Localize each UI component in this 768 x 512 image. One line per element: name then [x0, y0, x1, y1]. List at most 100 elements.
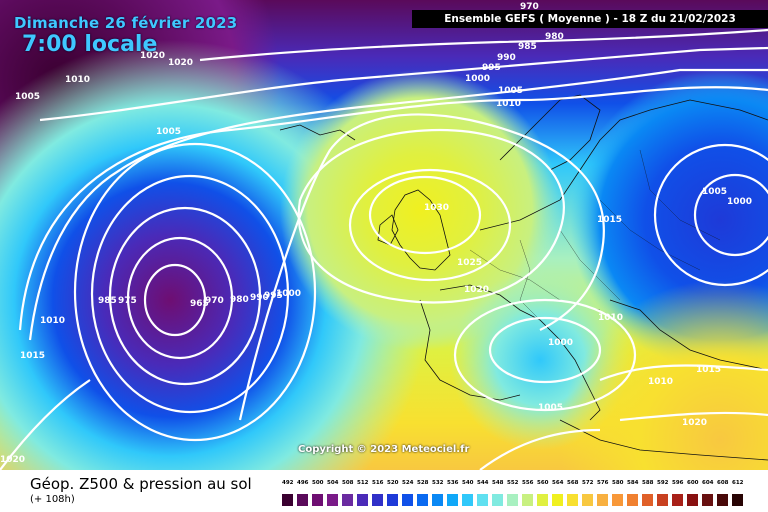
legend-value: 524	[402, 480, 414, 486]
svg-text:1020: 1020	[0, 455, 25, 465]
legend-swatch	[282, 494, 293, 506]
legend-value: 508	[342, 480, 354, 486]
legend-swatch	[612, 494, 623, 506]
svg-text:1005: 1005	[498, 86, 523, 96]
legend-value: 496	[297, 480, 309, 486]
svg-text:975: 975	[118, 296, 137, 306]
svg-text:1005: 1005	[15, 92, 40, 102]
legend-value: 544	[477, 480, 489, 486]
legend-swatch	[447, 494, 458, 506]
svg-text:1025: 1025	[457, 258, 482, 268]
svg-text:1000: 1000	[727, 197, 752, 207]
svg-text:1005: 1005	[156, 127, 181, 137]
isobar-labels: 970 980 985 990 995 1000 1005 1010 1020 …	[0, 2, 752, 465]
legend-swatch	[297, 494, 308, 506]
forecast-date: Dimanche 26 février 2023	[14, 14, 238, 32]
legend-value: 556	[522, 480, 534, 486]
svg-text:970: 970	[205, 296, 224, 306]
legend-swatch	[492, 494, 503, 506]
svg-text:1020: 1020	[682, 418, 707, 428]
svg-text:985: 985	[518, 42, 537, 52]
legend-swatch	[477, 494, 488, 506]
legend-value: 492	[282, 480, 294, 486]
legend-swatch	[627, 494, 638, 506]
legend-value: 564	[552, 480, 564, 486]
model-run-header: Ensemble GEFS ( Moyenne ) - 18 Z du 21/0…	[412, 10, 768, 28]
legend-swatch	[702, 494, 713, 506]
svg-text:1000: 1000	[465, 74, 490, 84]
legend-swatch	[387, 494, 398, 506]
svg-text:1010: 1010	[65, 75, 90, 85]
legend-value: 528	[417, 480, 429, 486]
svg-text:1020: 1020	[464, 285, 489, 295]
legend-value: 500	[312, 480, 324, 486]
legend-swatch	[582, 494, 593, 506]
legend-value: 504	[327, 480, 339, 486]
legend-swatch	[537, 494, 548, 506]
map-canvas: 970 980 985 990 995 1000 1005 1010 1020 …	[0, 0, 768, 470]
copyright-notice: Copyright © 2023 Meteociel.fr	[298, 444, 470, 455]
svg-text:1005: 1005	[538, 403, 563, 413]
svg-text:985: 985	[98, 296, 117, 306]
legend-value: 596	[672, 480, 684, 486]
svg-text:990: 990	[250, 293, 269, 303]
svg-text:1015: 1015	[20, 351, 45, 361]
svg-text:1020: 1020	[140, 51, 165, 61]
svg-text:1000: 1000	[276, 289, 301, 299]
legend-value: 612	[732, 480, 744, 486]
svg-text:995: 995	[264, 291, 283, 301]
legend-swatch	[402, 494, 413, 506]
legend-value: 560	[537, 480, 549, 486]
legend-swatch	[552, 494, 563, 506]
legend-swatch	[507, 494, 518, 506]
legend-swatch	[687, 494, 698, 506]
legend-value: 568	[567, 480, 579, 486]
southeast-field	[0, 0, 768, 470]
legend-swatch	[642, 494, 653, 506]
svg-text:965: 965	[190, 299, 209, 309]
legend-value: 584	[627, 480, 639, 486]
legend-swatch	[357, 494, 368, 506]
legend-swatch	[417, 494, 428, 506]
legend-swatch	[597, 494, 608, 506]
legend-swatch	[312, 494, 323, 506]
svg-text:1010: 1010	[40, 316, 65, 326]
legend-value: 604	[702, 480, 714, 486]
legend-swatch	[432, 494, 443, 506]
svg-text:1010: 1010	[496, 99, 521, 109]
svg-text:1020: 1020	[168, 58, 193, 68]
legend-value: 600	[687, 480, 699, 486]
legend-value: 552	[507, 480, 519, 486]
svg-text:980: 980	[545, 32, 564, 42]
legend-value: 516	[372, 480, 384, 486]
legend-value: 608	[717, 480, 729, 486]
legend-swatch	[372, 494, 383, 506]
legend-swatch	[462, 494, 473, 506]
legend-value: 520	[387, 480, 399, 486]
svg-text:1015: 1015	[696, 365, 721, 375]
svg-text:1000: 1000	[548, 338, 573, 348]
svg-text:995: 995	[482, 63, 501, 73]
legend-value: 548	[492, 480, 504, 486]
footer-bar: Géop. Z500 & pression au sol (+ 108h) 49…	[0, 470, 768, 512]
legend-value: 580	[612, 480, 624, 486]
legend-swatch	[717, 494, 728, 506]
legend-swatch	[567, 494, 578, 506]
svg-text:980: 980	[230, 295, 249, 305]
legend-value: 576	[597, 480, 609, 486]
legend-value: 540	[462, 480, 474, 486]
legend-value: 588	[642, 480, 654, 486]
isobars	[0, 28, 768, 470]
legend-swatch	[522, 494, 533, 506]
svg-text:1005: 1005	[702, 187, 727, 197]
forecast-time: 7:00 locale	[22, 32, 158, 57]
legend-swatch	[732, 494, 743, 506]
borders	[469, 149, 721, 321]
legend-value: 536	[447, 480, 459, 486]
svg-text:970: 970	[520, 2, 539, 12]
svg-text:1010: 1010	[598, 313, 623, 323]
svg-text:1015: 1015	[597, 215, 622, 225]
svg-text:1030: 1030	[424, 203, 449, 213]
legend-value: 592	[657, 480, 669, 486]
coastlines	[279, 94, 768, 461]
